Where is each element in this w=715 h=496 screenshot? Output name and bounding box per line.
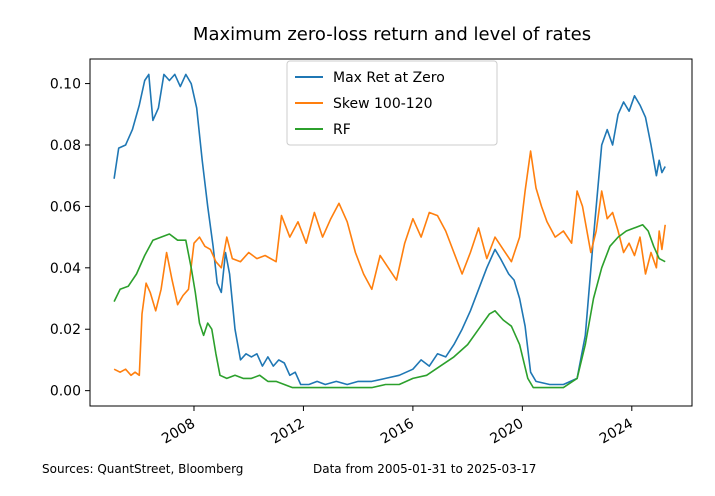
y-axis: 0.00 0.02 0.04 0.06 0.08 0.10: [50, 77, 90, 400]
x-tick-label: 2020: [487, 416, 526, 448]
x-axis: 2008 2012 2016 2020 2024: [159, 406, 636, 447]
x-tick-label: 2016: [378, 416, 417, 448]
y-tick-label: 0.04: [50, 261, 81, 277]
series-line-1: [113, 150, 666, 377]
y-tick-label: 0.02: [50, 322, 81, 338]
x-tick-label: 2012: [269, 416, 308, 448]
legend-label: RF: [333, 122, 351, 138]
x-tick-label: 2024: [597, 416, 636, 448]
y-tick-label: 0.00: [50, 384, 81, 400]
data-range-note: Data from 2005-01-31 to 2025-03-17: [313, 462, 537, 476]
series-line-2: [113, 224, 666, 389]
legend-label: Max Ret at Zero: [333, 70, 445, 86]
legend: Max Ret at Zero Skew 100-120 RF: [286, 60, 498, 146]
axes-frame: [89, 58, 693, 407]
y-tick-label: 0.06: [50, 199, 81, 215]
legend-label: Skew 100-120: [333, 96, 433, 112]
x-tick-label: 2008: [159, 416, 198, 448]
sources-note: Sources: QuantStreet, Bloomberg: [42, 462, 244, 476]
y-tick-label: 0.10: [50, 77, 81, 93]
series-line-0: [113, 73, 666, 386]
y-tick-label: 0.08: [50, 138, 81, 154]
legend-box: [286, 60, 498, 146]
chart-title: Maximum zero-loss return and level of ra…: [193, 24, 591, 45]
series-layer: [113, 73, 666, 389]
